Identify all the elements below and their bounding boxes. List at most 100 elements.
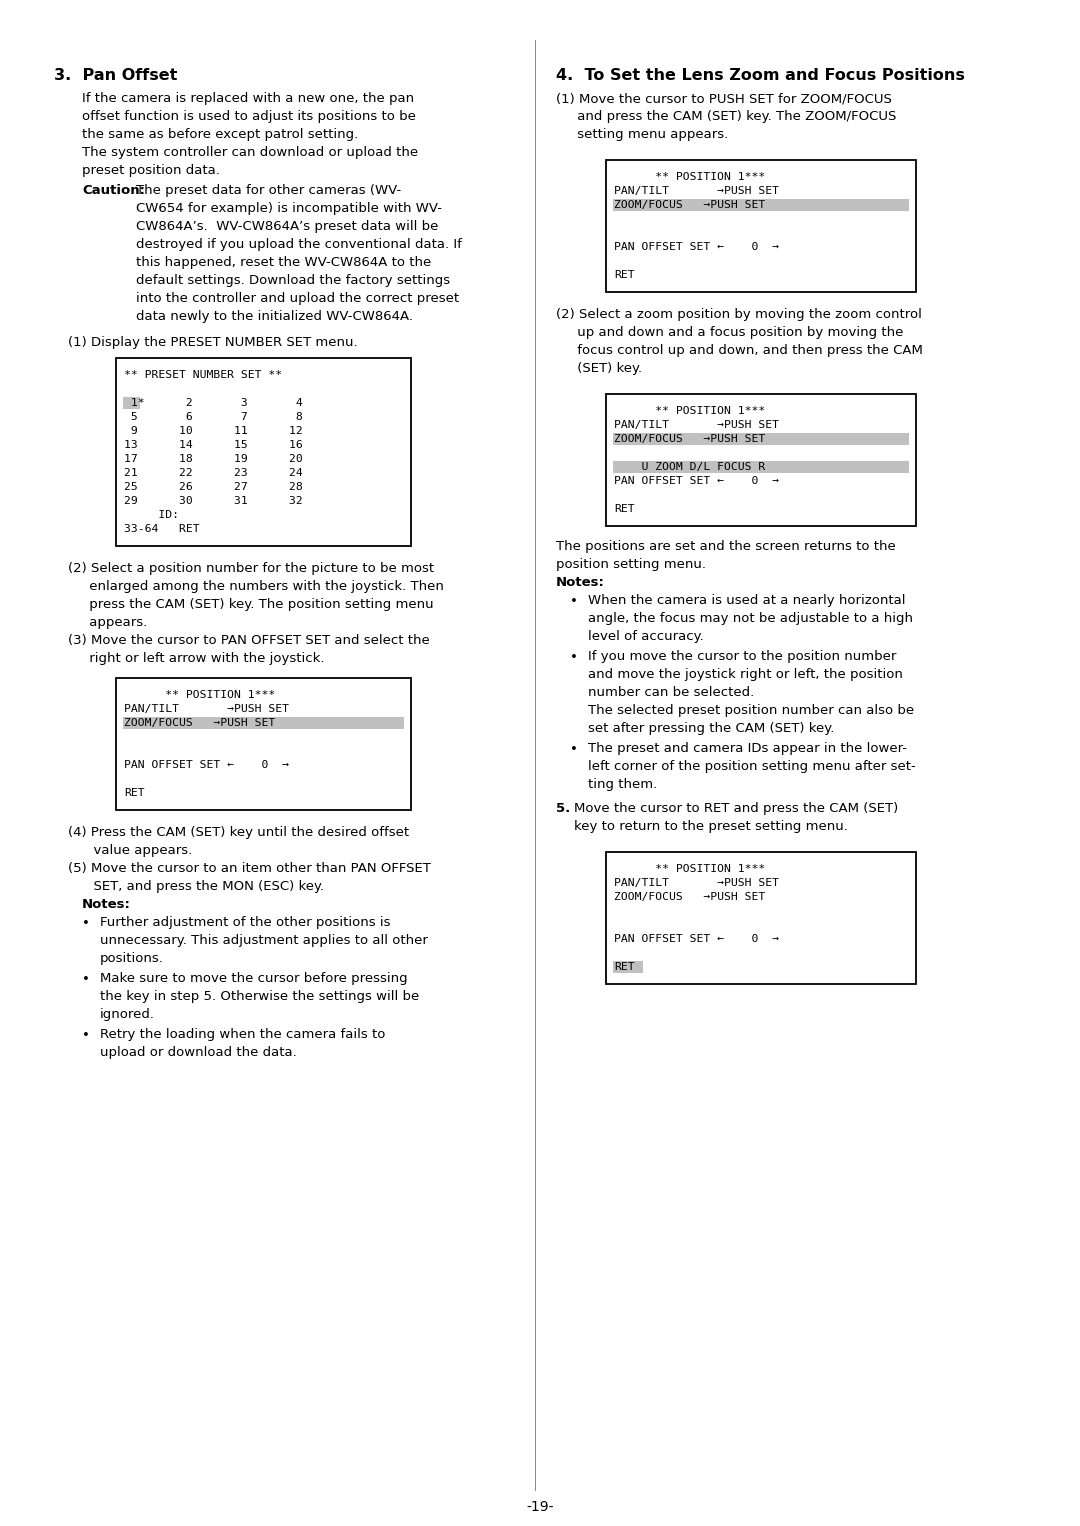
Text: 25      26      27      28: 25 26 27 28 [124, 482, 302, 491]
Text: RET: RET [615, 961, 635, 972]
Text: ZOOM/FOCUS   →PUSH SET: ZOOM/FOCUS →PUSH SET [124, 719, 275, 728]
Text: ** PRESET NUMBER SET **: ** PRESET NUMBER SET ** [124, 369, 282, 380]
Text: ** POSITION 1***: ** POSITION 1*** [615, 172, 766, 182]
Text: positions.: positions. [100, 952, 164, 964]
Text: 5       6       7       8: 5 6 7 8 [124, 412, 302, 423]
Text: The system controller can download or upload the: The system controller can download or up… [82, 146, 418, 159]
Text: ** POSITION 1***: ** POSITION 1*** [615, 406, 766, 417]
Text: •: • [570, 743, 578, 755]
Text: PAN/TILT       →PUSH SET: PAN/TILT →PUSH SET [615, 420, 779, 430]
Text: (3) Move the cursor to PAN OFFSET SET and select the: (3) Move the cursor to PAN OFFSET SET an… [68, 633, 430, 647]
Text: Notes:: Notes: [82, 897, 131, 911]
Text: offset function is used to adjust its positions to be: offset function is used to adjust its po… [82, 110, 416, 124]
Text: PAN/TILT       →PUSH SET: PAN/TILT →PUSH SET [615, 877, 779, 888]
Text: (1) Display the PRESET NUMBER SET menu.: (1) Display the PRESET NUMBER SET menu. [68, 336, 357, 349]
Text: Further adjustment of the other positions is: Further adjustment of the other position… [100, 916, 391, 929]
Text: and move the joystick right or left, the position: and move the joystick right or left, the… [588, 668, 903, 681]
Text: position setting menu.: position setting menu. [556, 559, 706, 571]
Text: (1) Move the cursor to PUSH SET for ZOOM/FOCUS: (1) Move the cursor to PUSH SET for ZOOM… [556, 92, 892, 105]
Text: -19-: -19- [526, 1500, 554, 1514]
Text: 17      18      19      20: 17 18 19 20 [124, 455, 302, 464]
Bar [606, 160, 916, 291]
Text: (5) Move the cursor to an item other than PAN OFFSET: (5) Move the cursor to an item other tha… [68, 862, 431, 874]
Text: the key in step 5. Otherwise the settings will be: the key in step 5. Otherwise the setting… [100, 990, 419, 1003]
Text: up and down and a focus position by moving the: up and down and a focus position by movi… [556, 327, 903, 339]
Text: key to return to the preset setting menu.: key to return to the preset setting menu… [573, 819, 848, 833]
Text: The selected preset position number can also be: The selected preset position number can … [588, 703, 914, 717]
Text: enlarged among the numbers with the joystick. Then: enlarged among the numbers with the joys… [68, 580, 444, 594]
Text: ZOOM/FOCUS   →PUSH SET: ZOOM/FOCUS →PUSH SET [615, 893, 766, 902]
Text: If the camera is replaced with a new one, the pan: If the camera is replaced with a new one… [82, 92, 414, 105]
Text: angle, the focus may not be adjustable to a high: angle, the focus may not be adjustable t… [588, 612, 913, 626]
Text: ** POSITION 1***: ** POSITION 1*** [615, 864, 766, 874]
Text: •: • [82, 1029, 90, 1042]
Text: If you move the cursor to the position number: If you move the cursor to the position n… [588, 650, 896, 662]
Text: the same as before except patrol setting.: the same as before except patrol setting… [82, 128, 359, 140]
Text: ID:: ID: [124, 510, 179, 520]
Text: CW654 for example) is incompatible with WV-: CW654 for example) is incompatible with … [136, 201, 442, 215]
Text: 1*      2       3       4: 1* 2 3 4 [124, 398, 302, 407]
Text: •: • [82, 974, 90, 986]
Text: ZOOM/FOCUS   →PUSH SET: ZOOM/FOCUS →PUSH SET [615, 200, 766, 211]
Text: SET, and press the MON (ESC) key.: SET, and press the MON (ESC) key. [68, 881, 324, 893]
Text: right or left arrow with the joystick.: right or left arrow with the joystick. [68, 652, 324, 665]
Text: value appears.: value appears. [68, 844, 192, 858]
Text: (2) Select a position number for the picture to be most: (2) Select a position number for the pic… [68, 562, 434, 575]
Text: left corner of the position setting menu after set-: left corner of the position setting menu… [588, 760, 916, 774]
Bar [606, 394, 916, 526]
Text: data newly to the initialized WV-CW864A.: data newly to the initialized WV-CW864A. [136, 310, 413, 324]
Text: 29      30      31      32: 29 30 31 32 [124, 496, 302, 507]
Text: preset position data.: preset position data. [82, 163, 220, 177]
Text: PAN/TILT       →PUSH SET: PAN/TILT →PUSH SET [615, 186, 779, 195]
Text: Notes:: Notes: [556, 575, 605, 589]
Text: (2) Select a zoom position by moving the zoom control: (2) Select a zoom position by moving the… [556, 308, 922, 320]
Text: into the controller and upload the correct preset: into the controller and upload the corre… [136, 291, 459, 305]
Bar [123, 717, 404, 729]
Text: upload or download the data.: upload or download the data. [100, 1045, 297, 1059]
Text: Retry the loading when the camera fails to: Retry the loading when the camera fails … [100, 1029, 386, 1041]
Bar [613, 198, 909, 211]
Text: 33-64   RET: 33-64 RET [124, 523, 200, 534]
Text: The preset and camera IDs appear in the lower-: The preset and camera IDs appear in the … [588, 742, 907, 755]
Text: (4) Press the CAM (SET) key until the desired offset: (4) Press the CAM (SET) key until the de… [68, 826, 409, 839]
Text: CW864A’s.  WV-CW864A’s preset data will be: CW864A’s. WV-CW864A’s preset data will b… [136, 220, 438, 233]
Text: level of accuracy.: level of accuracy. [588, 630, 704, 642]
Text: •: • [570, 652, 578, 664]
Text: The positions are set and the screen returns to the: The positions are set and the screen ret… [556, 540, 895, 552]
Text: default settings. Download the factory settings: default settings. Download the factory s… [136, 275, 450, 287]
Text: 4.  To Set the Lens Zoom and Focus Positions: 4. To Set the Lens Zoom and Focus Positi… [556, 69, 964, 82]
Text: 9      10      11      12: 9 10 11 12 [124, 426, 302, 436]
Text: Caution:: Caution: [82, 185, 145, 197]
Text: Move the cursor to RET and press the CAM (SET): Move the cursor to RET and press the CAM… [573, 803, 899, 815]
Text: and press the CAM (SET) key. The ZOOM/FOCUS: and press the CAM (SET) key. The ZOOM/FO… [556, 110, 896, 124]
Text: ting them.: ting them. [588, 778, 658, 790]
Text: destroyed if you upload the conventional data. If: destroyed if you upload the conventional… [136, 238, 462, 250]
Text: press the CAM (SET) key. The position setting menu: press the CAM (SET) key. The position se… [68, 598, 434, 610]
Text: RET: RET [124, 787, 145, 798]
Text: (SET) key.: (SET) key. [556, 362, 643, 375]
Text: ** POSITION 1***: ** POSITION 1*** [124, 690, 275, 700]
Text: set after pressing the CAM (SET) key.: set after pressing the CAM (SET) key. [588, 722, 835, 736]
Bar [613, 461, 909, 473]
Text: •: • [570, 595, 578, 607]
Text: PAN OFFSET SET ←    0  →: PAN OFFSET SET ← 0 → [615, 243, 779, 252]
Bar [123, 397, 140, 409]
Bar [613, 433, 909, 446]
Text: PAN OFFSET SET ←    0  →: PAN OFFSET SET ← 0 → [615, 476, 779, 485]
Text: 5.: 5. [556, 803, 570, 815]
Bar [613, 961, 643, 974]
Text: focus control up and down, and then press the CAM: focus control up and down, and then pres… [556, 343, 923, 357]
Text: •: • [82, 917, 90, 929]
Text: PAN/TILT       →PUSH SET: PAN/TILT →PUSH SET [124, 703, 289, 714]
Text: 13      14      15      16: 13 14 15 16 [124, 439, 302, 450]
Bar [116, 359, 411, 546]
Bar [606, 852, 916, 984]
Text: number can be selected.: number can be selected. [588, 687, 754, 699]
Bar [116, 678, 411, 810]
Text: The preset data for other cameras (WV-: The preset data for other cameras (WV- [136, 185, 402, 197]
Text: 3.  Pan Offset: 3. Pan Offset [54, 69, 177, 82]
Text: ignored.: ignored. [100, 1009, 156, 1021]
Text: U ZOOM D/L FOCUS R: U ZOOM D/L FOCUS R [615, 462, 766, 472]
Text: this happened, reset the WV-CW864A to the: this happened, reset the WV-CW864A to th… [136, 256, 431, 269]
Text: When the camera is used at a nearly horizontal: When the camera is used at a nearly hori… [588, 594, 905, 607]
